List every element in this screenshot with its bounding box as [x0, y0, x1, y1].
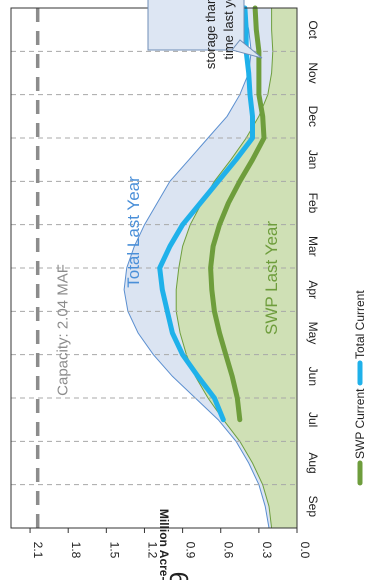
month-label: Feb: [306, 193, 320, 214]
month-label: Mar: [306, 236, 320, 257]
month-label: Aug: [306, 452, 320, 473]
month-label: May: [306, 322, 320, 345]
value-tick-label: 1.8: [69, 542, 83, 559]
month-label: Jan: [306, 150, 320, 169]
value-tick-label: 0.3: [260, 542, 274, 559]
month-label: Nov: [306, 62, 320, 83]
legend-label: Total Current: [353, 290, 367, 359]
legend-label: SWP Current: [353, 388, 367, 459]
value-tick-label: 0.6: [222, 542, 236, 559]
month-label: Apr: [306, 280, 320, 299]
callout-text: time last year: [221, 0, 236, 60]
callout-pointer: [231, 39, 263, 59]
value-tick-label: 1.5: [107, 542, 121, 559]
area-label-total-last-year: Total Last Year: [124, 176, 143, 288]
text-layer: 0.0 0.3 0.6 0.9 1.2 1.5 1.8 2.1 Oct Nov Dec Jan Feb M…: [31, 0, 367, 580]
series-line-swp-current: [208, 5, 267, 423]
axis-title: Million Acre-Feet: [157, 509, 171, 580]
line-layer: [157, 5, 267, 423]
value-tick-label: 0.0: [298, 542, 312, 559]
capacity-label: Capacity: 2.04 MAF: [55, 264, 72, 396]
month-label: Oct: [306, 20, 320, 39]
area-label-swp-last-year: SWP Last Year: [262, 221, 281, 335]
page-number: 66: [164, 572, 194, 580]
month-label: Jun: [306, 367, 320, 386]
callout-text: storage than this: [203, 0, 218, 69]
value-tick-label: 1.2: [145, 542, 159, 559]
series-line-total-current: [157, 5, 255, 423]
value-tick-label: 2.1: [31, 542, 45, 559]
callout-box: [147, 0, 245, 51]
month-label: Sep: [306, 496, 320, 518]
month-label: Dec: [306, 106, 320, 127]
month-label: Jul: [306, 412, 320, 427]
value-tick-label: 0.9: [184, 542, 198, 559]
